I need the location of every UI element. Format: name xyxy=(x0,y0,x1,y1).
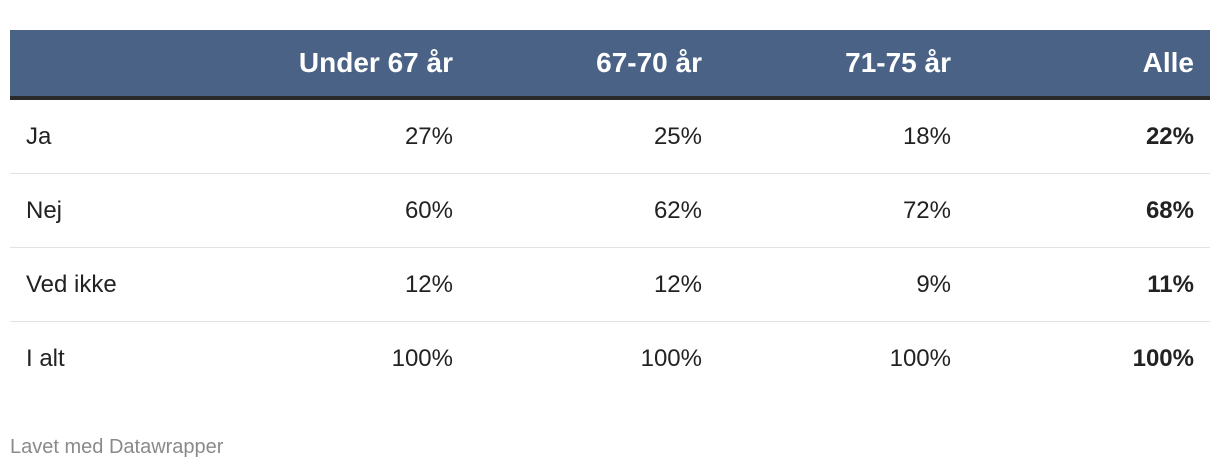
column-header: Alle xyxy=(967,30,1210,100)
cell: 9% xyxy=(718,247,967,322)
cell: 12% xyxy=(469,247,718,322)
cell: 60% xyxy=(220,173,469,248)
table: Under 67 år 67-70 år 71-75 år Alle Ja 27% 25%… xyxy=(10,30,1210,395)
cell: 12% xyxy=(220,247,469,322)
table-row: Nej 60% 62% 72% 68% xyxy=(10,173,1210,248)
cell: 25% xyxy=(469,98,718,174)
row-label: I alt xyxy=(26,344,65,372)
cell: 18% xyxy=(718,98,967,174)
row-label: Nej xyxy=(10,173,220,248)
cell: 100% xyxy=(889,344,951,372)
table-body: Ja 27% 25% 18% 22% Nej 60% 62% 72% 68% Ved ikke 12%… xyxy=(10,98,1210,395)
column-header: 71-75 år xyxy=(718,30,967,100)
row-label: Ved ikke xyxy=(10,247,220,322)
cell: 27% xyxy=(220,98,469,174)
row-label: Ja xyxy=(10,98,220,174)
cell: 100% xyxy=(640,344,702,372)
header-row: Under 67 år 67-70 år 71-75 år Alle xyxy=(10,30,1210,100)
table-container: Under 67 år 67-70 år 71-75 år Alle Ja 27% 25%… xyxy=(10,30,1210,395)
cell: 100% xyxy=(391,344,453,372)
table-header: Under 67 år 67-70 år 71-75 år Alle xyxy=(10,30,1210,100)
cell: 100% xyxy=(1132,344,1194,372)
header-cell xyxy=(10,30,220,100)
credit: Lavet med Datawrapper xyxy=(10,436,224,458)
table-row: Ja 27% 25% 18% 22% xyxy=(10,98,1210,174)
table-row: Ved ikke 12% 12% 9% 11% xyxy=(10,247,1210,322)
column-header: Under 67 år xyxy=(220,30,469,100)
cell: 72% xyxy=(718,173,967,248)
cell: 11% xyxy=(967,247,1210,322)
cell: 62% xyxy=(469,173,718,248)
cell: 22% xyxy=(967,98,1210,174)
table-row: I alt 100% 100% 100% 100% xyxy=(10,322,1210,396)
column-header: 67-70 år xyxy=(469,30,718,100)
cell: 68% xyxy=(967,173,1210,248)
